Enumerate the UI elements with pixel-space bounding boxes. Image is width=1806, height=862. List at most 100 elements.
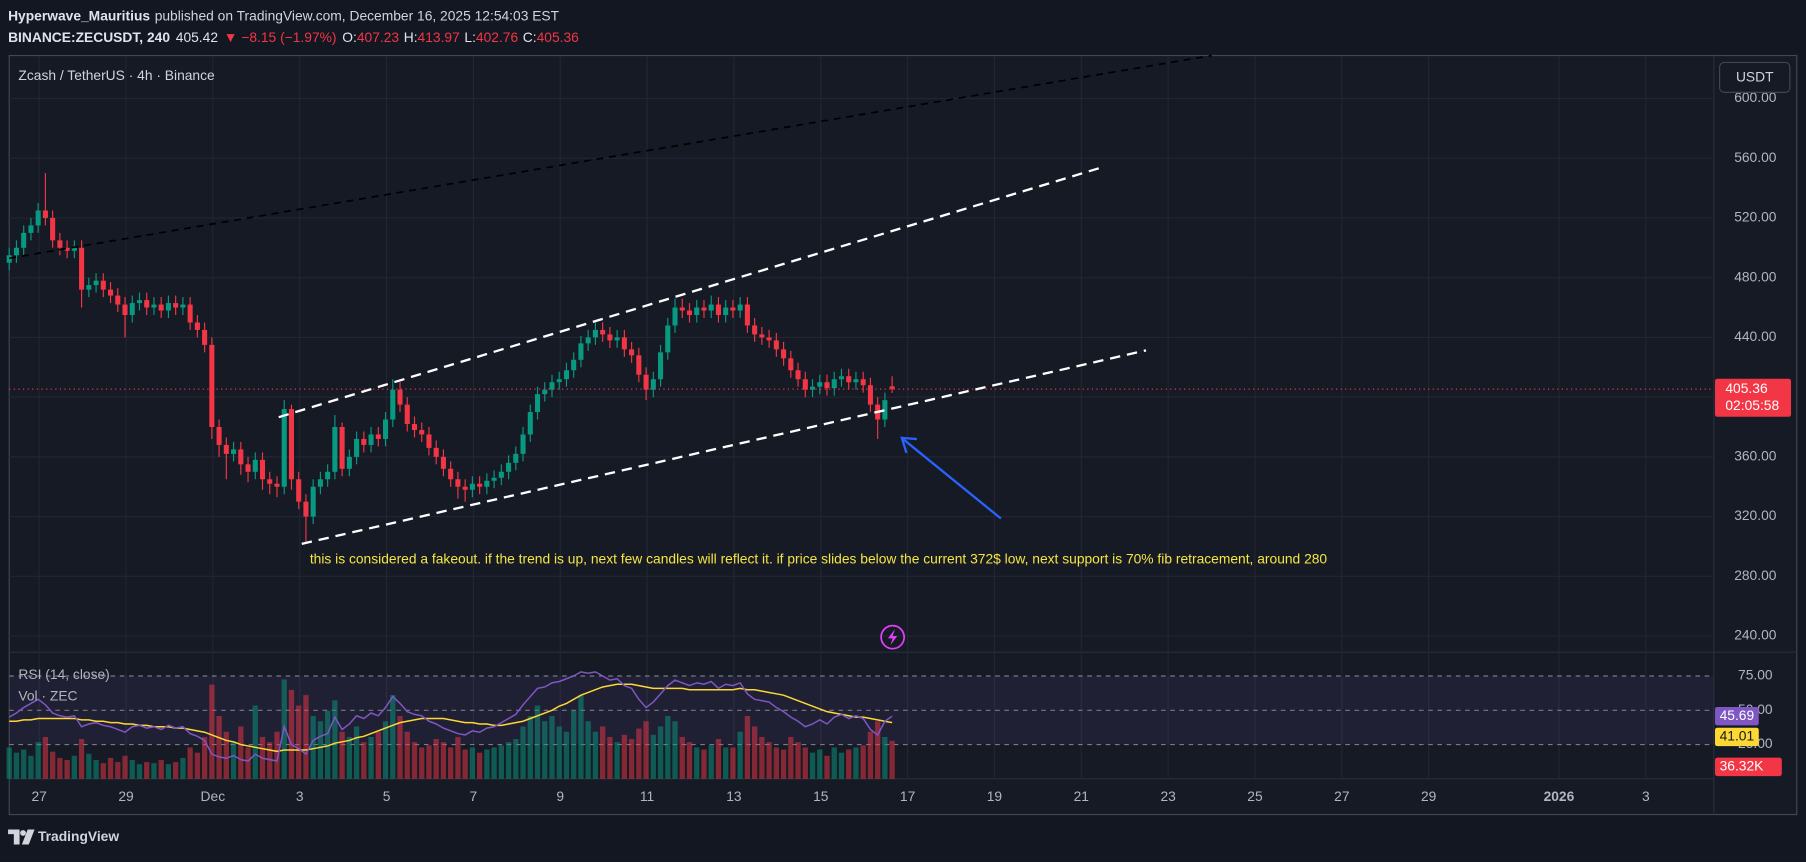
alert-icon[interactable] [880, 624, 906, 650]
volume-bar [549, 716, 555, 779]
ohlc-prefix: C: [523, 29, 537, 45]
y-tick-label: 240.00 [1734, 627, 1777, 643]
volume-bar [505, 742, 512, 779]
x-tick-label: 23 [1160, 788, 1176, 804]
candle-body [238, 449, 244, 465]
volume-bar [136, 764, 143, 779]
ohlc-value: 402.76 [476, 29, 519, 45]
candle-body [585, 337, 591, 344]
candle-body [42, 210, 48, 218]
volume-bar [773, 747, 779, 779]
candle-body [607, 334, 613, 341]
volume-bar [324, 710, 331, 779]
volume-bar [252, 705, 258, 779]
channel-upper [278, 166, 1103, 419]
currency-button-box[interactable] [1719, 61, 1791, 93]
x-tick-label: 3 [1642, 788, 1650, 804]
currency-button-label[interactable]: USDT [1736, 69, 1774, 85]
candle-body [310, 486, 316, 517]
x-tick-label: 21 [1074, 788, 1089, 804]
volume-bar [817, 749, 823, 779]
volume-bar [484, 749, 490, 779]
volume-bar [6, 747, 12, 779]
candle-body [600, 329, 606, 335]
ohlc-value: 413.97 [418, 29, 460, 45]
candle-body [867, 385, 873, 405]
volume-bar [730, 747, 736, 779]
candle-body [346, 456, 352, 469]
symbol-line: BINANCE:ZECUSDT, 240 405.42 ▼ −8.15 (−1.97… [8, 29, 579, 45]
volume-bar [853, 747, 859, 779]
candle-body [361, 438, 367, 445]
rsi-tick-label: 75.00 [1738, 667, 1773, 683]
volume-bar [701, 749, 707, 779]
candle-body [578, 343, 584, 360]
candle-body [21, 232, 27, 248]
candle-body [831, 379, 837, 389]
arrow-shaft [902, 438, 1002, 520]
publish-line: Hyperwave_Mauritius published on TradingV… [8, 7, 560, 23]
candle-body [259, 459, 266, 480]
countdown-label: 02:05:58 [1725, 397, 1779, 413]
volume-bar [28, 755, 34, 779]
axis-labels: 240.00280.00320.00360.00400.00440.00480.… [31, 89, 1792, 804]
candle-body [274, 483, 280, 487]
candle-body [79, 247, 85, 290]
candle-body [484, 480, 490, 487]
volume-bar [867, 731, 874, 779]
candle-body [122, 304, 128, 316]
volume-bar [723, 747, 729, 779]
volume-bar [788, 736, 794, 779]
published: published on TradingView.com, December 1… [155, 7, 560, 23]
volume-bar [650, 734, 656, 779]
currency-button[interactable]: USDT [1719, 61, 1791, 93]
volume-bar [455, 736, 461, 779]
candle-body [317, 479, 323, 487]
volume-bar [607, 736, 613, 779]
candle-body [6, 255, 12, 263]
candle-body [773, 340, 779, 350]
volume-bar [636, 728, 642, 779]
candle-body [542, 389, 548, 395]
candle-body [781, 349, 787, 359]
last-price-label: 405.36 [1725, 380, 1768, 396]
volume-bar [353, 726, 360, 779]
alert-bolt [888, 629, 898, 646]
candle-body [686, 310, 693, 316]
x-tick-label: 15 [813, 788, 829, 804]
y-tick-label: 520.00 [1734, 209, 1777, 225]
volume-bar [173, 762, 179, 779]
volume-bar [165, 764, 172, 779]
volume-bar [795, 742, 801, 779]
arrow-head [900, 436, 917, 454]
brand-logo [8, 829, 35, 845]
candle-body [665, 325, 671, 353]
volume-bar [534, 705, 541, 779]
volume-bar [643, 721, 649, 779]
alert-circle[interactable] [880, 624, 906, 650]
candle-body [245, 464, 251, 472]
volume-bar [809, 752, 816, 779]
candle-body [375, 434, 381, 439]
chart-title: Zcash / TetherUS · 4h · Binance [18, 67, 215, 83]
candle-body [180, 304, 186, 308]
volume-bar [151, 763, 157, 779]
volume-bar [115, 762, 121, 779]
brand-logo-dot [20, 830, 26, 836]
volume-bar [469, 747, 476, 779]
volume-bar [766, 742, 772, 779]
volume-bar [382, 721, 389, 779]
candle-body [267, 479, 273, 484]
volume-bar [824, 755, 830, 779]
volume-bar [838, 752, 845, 779]
candle-body [419, 429, 425, 435]
candle-body [527, 412, 533, 435]
candle-body [433, 447, 439, 457]
candles [6, 173, 1714, 544]
y-tick-label: 360.00 [1734, 448, 1777, 464]
candle-body [708, 304, 714, 311]
volume-bar [542, 721, 548, 779]
volume-bar [802, 747, 808, 779]
candle-body [252, 459, 258, 472]
